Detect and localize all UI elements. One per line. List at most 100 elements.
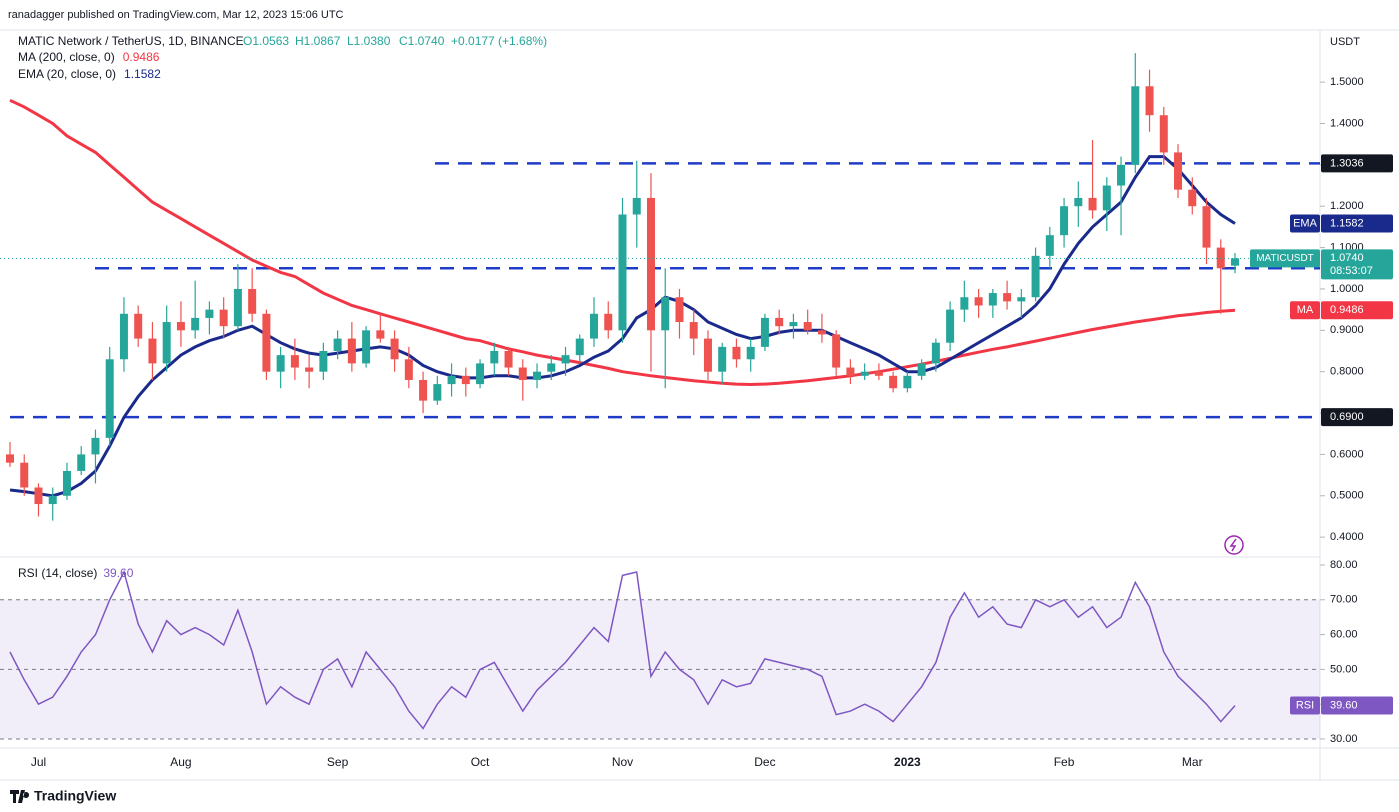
price-label-tag	[1290, 214, 1320, 233]
indicator-line	[9, 98, 1236, 387]
y-tick-label: 1.5000	[1330, 76, 1364, 88]
candle-body	[618, 214, 627, 331]
axis-unit: USDT	[1330, 36, 1360, 48]
candle-body	[533, 371, 542, 380]
candle-body	[362, 330, 371, 364]
legend-rsi: RSI (14, close)	[18, 566, 97, 580]
legend-rsi-value: 39.60	[103, 566, 133, 580]
candle-body	[575, 338, 584, 356]
y-tick-label: 70.00	[1330, 594, 1358, 606]
candle-body	[1017, 297, 1026, 302]
candle-body	[148, 338, 157, 364]
candle-body	[276, 355, 285, 372]
candle-body	[134, 313, 143, 339]
legend-ohlc: L1.0380	[347, 34, 391, 48]
candle-body	[718, 346, 727, 372]
candle-body	[803, 322, 812, 331]
candle-body	[48, 495, 57, 505]
candle-body	[1117, 164, 1126, 186]
candle-body	[1174, 152, 1183, 190]
price-label-tag-text: MA	[1297, 304, 1314, 316]
candle-body	[490, 350, 499, 364]
candle-body	[917, 363, 926, 376]
candle-body	[1231, 258, 1239, 266]
y-tick-label: 60.00	[1330, 628, 1358, 640]
symbol-tag	[1250, 249, 1320, 268]
x-tick-label: Sep	[327, 755, 349, 769]
candle-body	[248, 288, 257, 314]
candle-body	[988, 293, 997, 306]
candle-body	[661, 297, 670, 331]
candle-body	[433, 384, 442, 401]
legend-value: 0.9486	[123, 50, 160, 64]
candle-body	[62, 470, 71, 496]
candle-body	[561, 355, 570, 364]
price-label-tag	[1290, 301, 1320, 320]
candle-body	[376, 330, 385, 339]
rsi-value-box	[1321, 696, 1393, 715]
alert-icon[interactable]	[1224, 535, 1244, 555]
symbol-tag-text: MATICUSDT	[1256, 253, 1314, 264]
candle-body	[974, 297, 983, 306]
last-price-box	[1321, 249, 1393, 280]
candle-body	[960, 297, 969, 310]
y-tick-label: 0.6000	[1330, 448, 1364, 460]
price-label: MA 0.9486	[1290, 301, 1393, 320]
candle-body	[233, 288, 242, 327]
rsi-band	[0, 599, 1320, 739]
candle-body	[732, 346, 741, 360]
y-tick-label: 0.5000	[1330, 490, 1364, 502]
candle-body	[703, 338, 712, 372]
y-tick-label: 80.00	[1330, 559, 1358, 571]
candle-body	[1003, 293, 1012, 302]
y-tick-label: 0.9000	[1330, 324, 1364, 336]
candle-body	[1045, 235, 1054, 256]
legend-value: 1.1582	[124, 67, 161, 81]
candle-body	[6, 454, 14, 463]
candle-body	[119, 313, 128, 360]
candle-body	[903, 375, 912, 389]
candle-body	[775, 317, 784, 327]
candle-body	[404, 359, 413, 380]
candle-body	[547, 363, 556, 372]
candle-body	[319, 350, 328, 372]
candle-body	[860, 371, 869, 376]
price-label: EMA 1.1582	[1290, 214, 1393, 233]
price-label-box	[1321, 154, 1393, 173]
x-tick-label: Oct	[471, 755, 490, 769]
candle-body	[832, 334, 841, 368]
last-price-value: 1.0740	[1330, 252, 1364, 264]
x-tick-label: 2023	[894, 755, 921, 769]
candle-body	[746, 346, 755, 360]
legend-change: +0.0177 (+1.68%)	[451, 34, 547, 48]
legend-series: MA (200, close, 0)	[18, 50, 115, 64]
candle-body	[874, 371, 883, 376]
candle-body	[846, 367, 855, 376]
price-label: 0.6900	[1321, 408, 1393, 427]
y-tick-label: 1.0000	[1330, 283, 1364, 295]
candle-body	[476, 363, 485, 385]
candle-body	[333, 338, 342, 351]
candle-body	[760, 317, 769, 347]
candle-body	[191, 317, 200, 331]
rsi-tag-text: RSI	[1296, 699, 1314, 711]
price-label-box	[1321, 301, 1393, 320]
candle-body	[20, 462, 29, 488]
y-tick-label: 1.2000	[1330, 200, 1364, 212]
candle-body	[931, 342, 940, 364]
candle-body	[1159, 115, 1168, 153]
candle-body	[1202, 206, 1211, 248]
x-tick-label: Nov	[612, 755, 633, 769]
price-label-box	[1321, 214, 1393, 233]
legend-ohlc: O1.0563	[243, 34, 289, 48]
candle-body	[504, 350, 513, 368]
candle-body	[1088, 197, 1097, 211]
brand: TradingView	[34, 788, 116, 804]
x-tick-label: Aug	[170, 755, 191, 769]
candle-body	[889, 375, 898, 389]
candle-body	[77, 454, 86, 471]
price-label-value: 0.9486	[1330, 304, 1364, 316]
candle-body	[1102, 185, 1111, 211]
